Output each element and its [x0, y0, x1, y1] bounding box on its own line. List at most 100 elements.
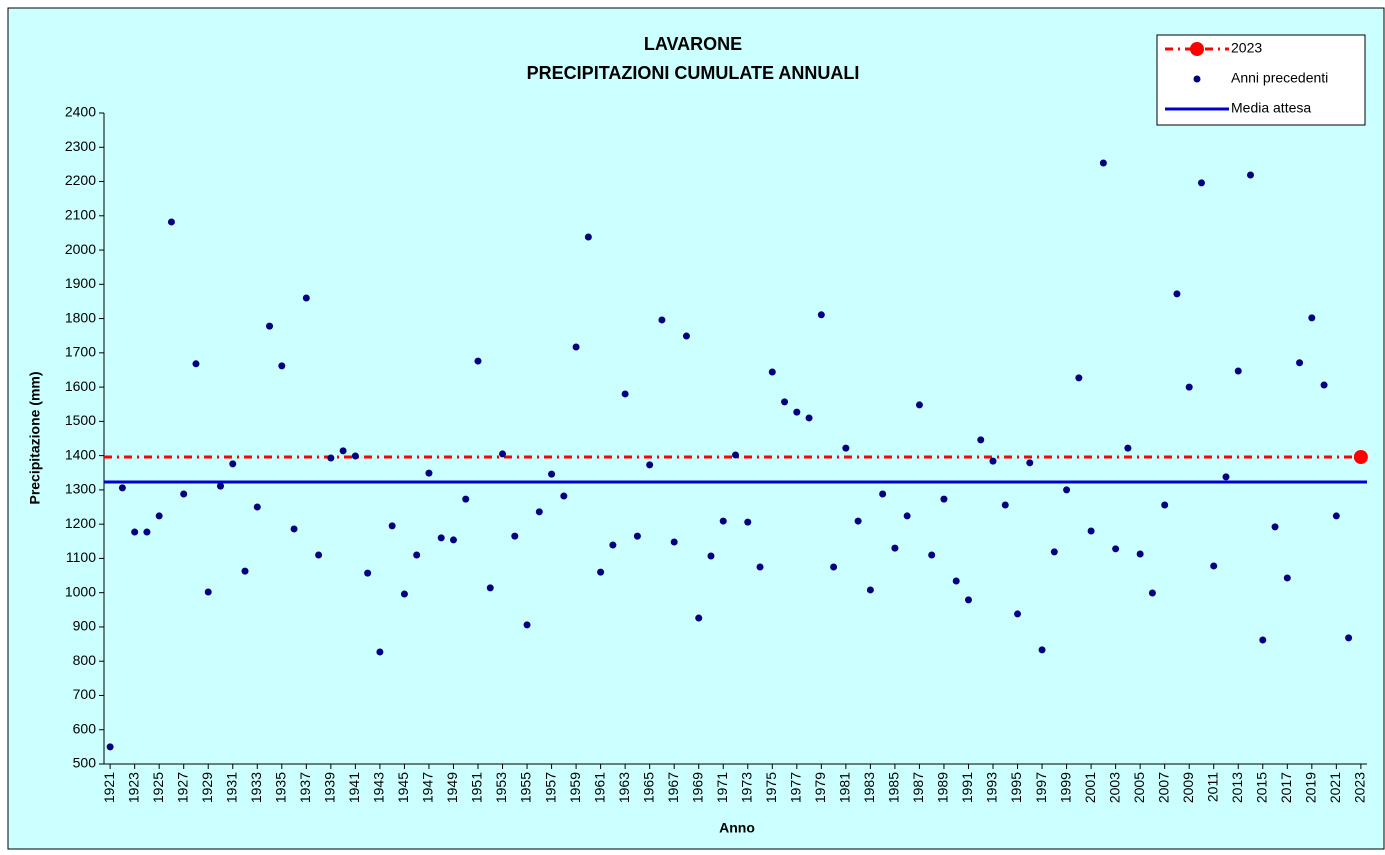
- data-point: [499, 450, 507, 458]
- x-tick-label: 2011: [1204, 772, 1220, 802]
- data-point: [339, 447, 347, 455]
- x-tick-label: 1973: [738, 772, 754, 803]
- data-point: [830, 563, 838, 571]
- data-point: [1210, 562, 1218, 570]
- y-tick-label: 1800: [65, 309, 96, 325]
- data-point: [1050, 548, 1058, 556]
- data-point: [1038, 646, 1046, 654]
- x-tick-label: 2013: [1229, 772, 1245, 803]
- x-tick-label: 1947: [420, 772, 436, 803]
- data-point: [523, 621, 531, 629]
- data-point: [768, 368, 776, 376]
- x-tick-label: 1929: [199, 772, 215, 803]
- data-point: [1124, 444, 1132, 452]
- data-point: [915, 401, 923, 409]
- data-point: [560, 492, 568, 500]
- data-point: [744, 518, 752, 526]
- data-point: [1296, 359, 1304, 367]
- data-point: [290, 525, 298, 533]
- legend-swatch: [1193, 75, 1201, 83]
- x-tick-label: 1931: [223, 772, 239, 803]
- data-point: [1014, 610, 1022, 618]
- data-point: [781, 398, 789, 406]
- x-tick-label: 2009: [1180, 772, 1196, 803]
- data-point: [1173, 290, 1181, 298]
- x-tick-label: 1991: [959, 772, 975, 803]
- current-year-point: [1353, 450, 1368, 465]
- legend-swatch: [1190, 42, 1204, 56]
- data-point: [449, 536, 457, 544]
- data-point: [1001, 501, 1009, 509]
- x-tick-label: 1945: [395, 772, 411, 803]
- data-point: [952, 577, 960, 585]
- data-point: [229, 460, 237, 468]
- data-point: [854, 517, 862, 525]
- data-point: [793, 408, 801, 416]
- data-point: [253, 503, 261, 511]
- data-point: [278, 362, 286, 370]
- data-point: [977, 436, 985, 444]
- x-tick-label: 2017: [1278, 772, 1294, 803]
- data-point: [437, 534, 445, 542]
- data-point: [376, 648, 384, 656]
- x-tick-label: 1989: [935, 772, 951, 803]
- data-point: [327, 454, 335, 462]
- y-tick-label: 1700: [65, 344, 96, 360]
- x-tick-label: 1943: [371, 772, 387, 803]
- data-point: [1063, 486, 1071, 494]
- data-point: [670, 538, 678, 546]
- y-tick-label: 2100: [65, 206, 96, 222]
- x-tick-label: 1937: [297, 772, 313, 803]
- data-point: [964, 596, 972, 604]
- data-point: [118, 484, 126, 492]
- x-tick-label: 1969: [689, 772, 705, 803]
- data-point: [106, 743, 114, 751]
- data-point: [400, 590, 408, 598]
- y-tick-label: 1500: [65, 412, 96, 428]
- data-point: [989, 457, 997, 465]
- data-point: [597, 568, 605, 576]
- x-tick-label: 2001: [1082, 772, 1098, 803]
- data-point: [756, 563, 764, 571]
- data-point: [143, 528, 151, 536]
- data-point: [928, 551, 936, 559]
- x-tick-label: 1985: [886, 772, 902, 803]
- data-point: [388, 522, 396, 530]
- data-point: [1222, 473, 1230, 481]
- y-tick-label: 600: [73, 720, 97, 736]
- x-tick-label: 1977: [788, 772, 804, 803]
- x-tick-label: 1957: [542, 772, 558, 803]
- data-point: [1099, 159, 1107, 167]
- x-tick-label: 1961: [591, 772, 607, 803]
- y-tick-label: 800: [73, 652, 97, 668]
- x-tick-label: 1923: [125, 772, 141, 803]
- data-point: [719, 517, 727, 525]
- x-tick-label: 1997: [1033, 772, 1049, 803]
- data-point: [695, 614, 703, 622]
- x-tick-label: 2007: [1155, 772, 1171, 803]
- x-tick-label: 1959: [567, 772, 583, 803]
- data-point: [548, 470, 556, 478]
- x-tick-label: 1939: [322, 772, 338, 803]
- y-tick-label: 1100: [66, 549, 96, 565]
- data-point: [1271, 523, 1279, 531]
- data-point: [351, 452, 359, 460]
- x-tick-label: 1979: [812, 772, 828, 803]
- data-point: [241, 567, 249, 575]
- data-point: [167, 218, 175, 226]
- data-point: [192, 360, 200, 368]
- data-point: [1148, 589, 1156, 597]
- data-point: [732, 451, 739, 459]
- data-point: [1234, 367, 1242, 375]
- data-point: [646, 461, 654, 469]
- chart-title: LAVARONE: [644, 34, 742, 54]
- data-point: [535, 508, 543, 516]
- legend: 2023 Anni precedenti Media attesa: [1156, 34, 1366, 126]
- data-point: [1259, 636, 1267, 644]
- x-tick-label: 1967: [665, 772, 681, 803]
- data-point: [1320, 381, 1328, 389]
- x-tick-label: 1971: [714, 772, 730, 803]
- chart-subtitle: PRECIPITAZIONI CUMULATE ANNUALI: [527, 63, 860, 83]
- data-point: [1308, 314, 1316, 322]
- data-point: [707, 552, 715, 560]
